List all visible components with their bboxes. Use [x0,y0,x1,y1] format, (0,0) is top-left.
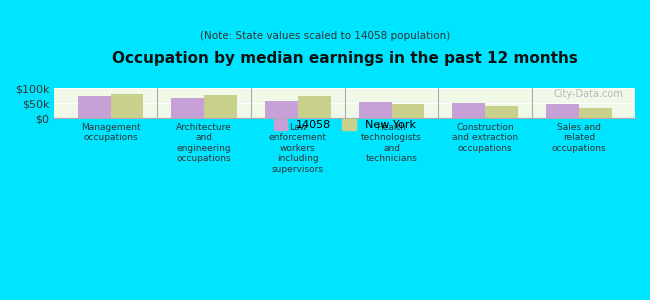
Bar [578,108,612,118]
Bar [391,104,424,118]
Title: Occupation by median earnings in the past 12 months: Occupation by median earnings in the pas… [112,51,578,66]
Bar [111,94,144,118]
Bar [452,103,485,118]
Text: City-Data.com: City-Data.com [554,89,623,99]
Text: (Note: State values scaled to 14058 population): (Note: State values scaled to 14058 popu… [200,31,450,41]
Bar [78,97,111,118]
Bar [265,101,298,118]
Bar [485,106,518,118]
Bar [172,98,204,118]
Bar [298,97,331,118]
Legend: 14058, New York: 14058, New York [269,114,420,134]
Bar [204,95,237,118]
Bar [546,104,578,118]
Bar [359,102,391,118]
